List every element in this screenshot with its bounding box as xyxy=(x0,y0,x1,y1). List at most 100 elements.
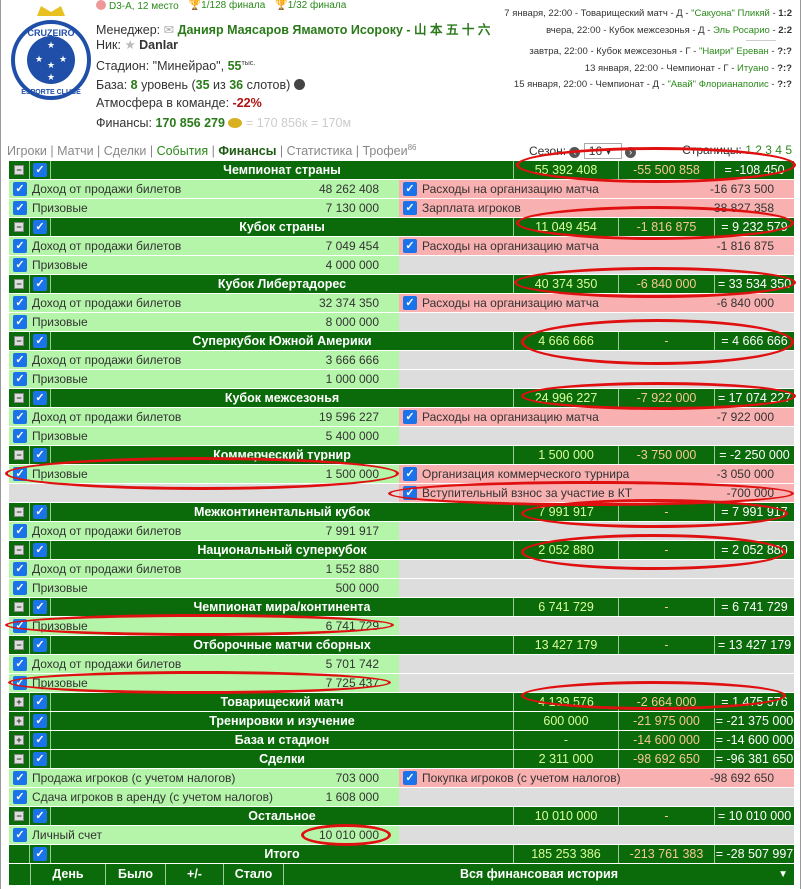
checkbox[interactable]: ✓ xyxy=(13,372,27,386)
collapse-icon[interactable]: − xyxy=(14,754,24,764)
next-season-icon[interactable]: › xyxy=(625,147,637,158)
base-text: слотов) xyxy=(246,78,291,92)
page-link[interactable]: 5 xyxy=(785,143,792,157)
opponent-link[interactable]: Эль Росарио xyxy=(713,25,770,36)
checkbox[interactable]: ✓ xyxy=(13,315,27,329)
checkbox[interactable]: ✓ xyxy=(33,809,47,823)
league-position[interactable]: D3-A, 12 место xyxy=(96,0,179,12)
checkbox[interactable]: ✓ xyxy=(13,581,27,595)
collapse-icon[interactable]: − xyxy=(14,507,24,517)
manager-name[interactable]: Данияр Маясаров Ямамото Исороку - 山 本 五 … xyxy=(177,23,491,37)
collapse-icon[interactable]: − xyxy=(14,222,24,232)
checkbox[interactable]: ✓ xyxy=(403,486,417,500)
nav-5[interactable]: Статистика xyxy=(286,144,353,159)
checkbox[interactable]: ✓ xyxy=(403,771,417,785)
cup-result-1[interactable]: 🏆1/128 финала xyxy=(189,0,266,12)
checkbox[interactable]: ✓ xyxy=(403,296,417,310)
checkbox[interactable]: ✓ xyxy=(403,410,417,424)
history-col[interactable]: +/- xyxy=(166,864,224,885)
checkbox[interactable]: ✓ xyxy=(33,752,47,766)
checkbox[interactable]: ✓ xyxy=(33,600,47,614)
season-select[interactable]: 16 ▾ xyxy=(583,143,622,159)
expand-icon[interactable]: + xyxy=(14,697,24,707)
checkbox[interactable]: ✓ xyxy=(33,163,47,177)
detail-row: ✓ Призовые 1 500 000 ✓ Организация коммерчес… xyxy=(9,465,794,484)
history-col[interactable]: Стало xyxy=(224,864,284,885)
checkbox[interactable]: ✓ xyxy=(13,524,27,538)
checkbox[interactable]: ✓ xyxy=(13,258,27,272)
checkbox[interactable]: ✓ xyxy=(13,562,27,576)
checkbox[interactable]: ✓ xyxy=(13,619,27,633)
collapse-icon[interactable]: − xyxy=(14,165,24,175)
nav-0[interactable]: Игроки xyxy=(7,144,47,159)
checkbox[interactable]: ✓ xyxy=(33,714,47,728)
checkbox[interactable]: ✓ xyxy=(13,239,27,253)
checkbox[interactable]: ✓ xyxy=(13,429,27,443)
checkbox[interactable]: ✓ xyxy=(13,353,27,367)
nav-4[interactable]: Финансы xyxy=(218,144,277,159)
expand-icon[interactable]: + xyxy=(14,716,24,726)
history-col[interactable] xyxy=(9,864,31,885)
checkbox[interactable]: ✓ xyxy=(403,201,417,215)
stadium-label: Стадион: xyxy=(96,59,150,73)
nav-1[interactable]: Матчи xyxy=(57,144,94,159)
checkbox[interactable]: ✓ xyxy=(13,201,27,215)
history-col[interactable]: День xyxy=(31,864,106,885)
collapse-icon[interactable]: − xyxy=(14,279,24,289)
page-link[interactable]: 2 xyxy=(755,143,762,157)
checkbox[interactable]: ✓ xyxy=(403,182,417,196)
collapse-icon[interactable]: − xyxy=(14,602,24,612)
expand-icon[interactable]: + xyxy=(14,735,24,745)
cup-result-2[interactable]: 🏆1/32 финала xyxy=(275,0,346,12)
checkbox[interactable]: ✓ xyxy=(33,733,47,747)
score[interactable]: 1:2 xyxy=(778,8,792,19)
checkbox[interactable]: ✓ xyxy=(13,296,27,310)
history-all-dropdown[interactable]: Вся финансовая история ▼ xyxy=(284,864,794,885)
checkbox[interactable]: ✓ xyxy=(13,182,27,196)
opponent-link[interactable]: "Наири" Ереван xyxy=(698,46,769,57)
checkbox[interactable]: ✓ xyxy=(33,505,47,519)
nav-6[interactable]: Трофеи xyxy=(362,144,408,159)
history-col[interactable]: Было xyxy=(106,864,166,885)
checkbox[interactable]: ✓ xyxy=(13,467,27,481)
page-link[interactable]: 3 xyxy=(765,143,772,157)
checkbox[interactable]: ✓ xyxy=(33,277,47,291)
collapse-icon[interactable]: − xyxy=(14,336,24,346)
checkbox[interactable]: ✓ xyxy=(13,676,27,690)
prev-season-icon[interactable]: ‹ xyxy=(569,147,581,158)
mail-icon[interactable]: ✉ xyxy=(163,23,175,37)
checkbox[interactable]: ✓ xyxy=(33,334,47,348)
checkbox[interactable]: ✓ xyxy=(33,638,47,652)
page-link[interactable]: 1 xyxy=(745,143,752,157)
collapse-icon[interactable]: − xyxy=(14,450,24,460)
checkbox[interactable]: ✓ xyxy=(403,239,417,253)
opponent-link[interactable]: "Сакуона" Пликяй xyxy=(691,8,770,19)
checkbox[interactable]: ✓ xyxy=(13,410,27,424)
checkbox-cell: ✓ xyxy=(30,845,51,863)
checkbox[interactable]: ✓ xyxy=(13,657,27,671)
collapse-icon[interactable]: − xyxy=(14,811,24,821)
checkbox[interactable]: ✓ xyxy=(33,695,47,709)
score[interactable]: 2:2 xyxy=(778,25,792,36)
checkbox[interactable]: ✓ xyxy=(33,391,47,405)
checkbox[interactable]: ✓ xyxy=(33,847,47,861)
score[interactable]: ?:? xyxy=(777,79,792,90)
collapse-icon[interactable]: − xyxy=(14,640,24,650)
nav-3[interactable]: События xyxy=(156,144,209,159)
magnifier-icon[interactable] xyxy=(293,79,305,90)
checkbox[interactable]: ✓ xyxy=(33,448,47,462)
collapse-icon[interactable]: − xyxy=(14,545,24,555)
score[interactable]: ?:? xyxy=(777,46,792,57)
checkbox[interactable]: ✓ xyxy=(403,467,417,481)
checkbox[interactable]: ✓ xyxy=(13,828,27,842)
checkbox[interactable]: ✓ xyxy=(13,771,27,785)
opponent-link[interactable]: "Авай" Флорианаполис xyxy=(667,79,769,90)
checkbox[interactable]: ✓ xyxy=(13,790,27,804)
collapse-icon[interactable]: − xyxy=(14,393,24,403)
score[interactable]: ?:? xyxy=(777,63,792,74)
opponent-link[interactable]: Итуано xyxy=(737,63,769,74)
checkbox[interactable]: ✓ xyxy=(33,543,47,557)
checkbox[interactable]: ✓ xyxy=(33,220,47,234)
page-link[interactable]: 4 xyxy=(775,143,782,157)
nav-2[interactable]: Сделки xyxy=(103,144,147,159)
